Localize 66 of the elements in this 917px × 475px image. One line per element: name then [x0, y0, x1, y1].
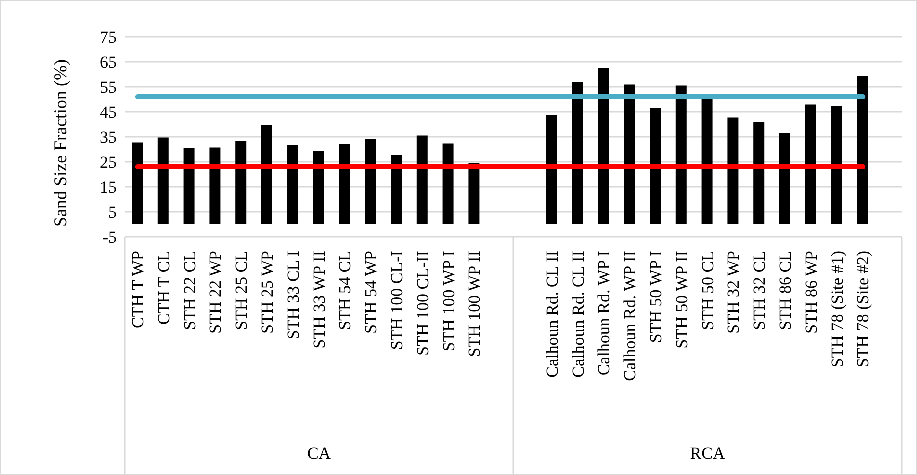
bar [754, 122, 765, 224]
bar [236, 141, 247, 224]
bar [442, 144, 454, 224]
bar [805, 104, 816, 224]
y-tick-label: 5 [108, 203, 117, 222]
bar [339, 144, 350, 224]
bar [262, 126, 272, 224]
y-tick-label: 75 [100, 28, 117, 48]
x-tick-label: STH 22 CL [180, 251, 200, 330]
bar [728, 118, 739, 224]
x-tick-label: STH 100 CL-I [387, 250, 406, 350]
x-tick-label: Calhoun Rd. WP II [620, 250, 640, 382]
bar [676, 86, 687, 224]
y-tick-label: 35 [100, 128, 117, 148]
bar [857, 76, 868, 224]
x-tick-label: STH 86 WP [802, 251, 821, 334]
bar [416, 136, 428, 224]
bar [702, 99, 713, 224]
bar [313, 151, 324, 224]
bar [572, 82, 584, 224]
x-tick-label: STH 50 WP II [672, 250, 692, 349]
x-tick-label: STH 54 WP [362, 251, 381, 334]
bar [780, 134, 790, 224]
bar [184, 148, 195, 224]
x-tick-label: STH 25 CL [232, 251, 252, 330]
x-tick-label: STH 78 (Site #1) [828, 251, 847, 368]
x-tick-label: STH 25 WP [258, 251, 277, 334]
bar [391, 155, 402, 224]
x-tick-label: CTH T WP [128, 251, 148, 328]
bar [132, 142, 143, 224]
x-tick-label: CTH T CL [154, 251, 174, 325]
y-tick-label: 45 [100, 103, 117, 122]
y-tick-label: 15 [100, 178, 117, 198]
bar [546, 116, 558, 224]
x-tick-label: STH 22 WP [206, 251, 226, 334]
bar [365, 139, 376, 224]
bar [650, 108, 661, 224]
y-axis-title: Sand Size Fraction (%) [50, 60, 70, 227]
y-tick-label: 55 [100, 78, 117, 98]
x-tick-label: STH 32 WP [724, 251, 744, 334]
x-tick-label: Calhoun Rd. WP I [594, 250, 614, 376]
x-tick-label: STH 54 CL [336, 251, 355, 330]
x-tick-label: STH 100 CL-II [413, 250, 432, 356]
bar [624, 84, 636, 224]
x-tick-label: STH 78 (Site #2) [854, 251, 873, 368]
bar [831, 106, 842, 224]
y-tick-label: 25 [100, 153, 117, 172]
x-tick-label: Calhoun Rd. CL II [568, 250, 588, 378]
bar [210, 148, 221, 224]
y-tick-label: -5 [102, 228, 117, 248]
x-tick-label: STH 32 CL [750, 251, 770, 330]
text: RCA [690, 444, 726, 463]
bar [598, 68, 610, 224]
x-tick-label: STH 50 CL [698, 251, 718, 330]
x-tick-label: STH 50 WP I [646, 250, 666, 344]
text: CA [307, 444, 332, 463]
bar [468, 163, 480, 224]
y-tick-label: 65 [100, 53, 117, 72]
x-tick-label: STH 33 WP II [310, 250, 329, 349]
bar [287, 145, 298, 224]
bar [158, 138, 169, 224]
x-tick-label: STH 100 WP I [439, 250, 458, 352]
x-tick-label: Calhoun Rd. CL II [542, 250, 562, 378]
x-tick-label: STH 100 WP II [465, 250, 484, 358]
x-tick-label: STH 86 CL [776, 251, 795, 330]
x-tick-label: STH 33 CL I [284, 250, 303, 340]
